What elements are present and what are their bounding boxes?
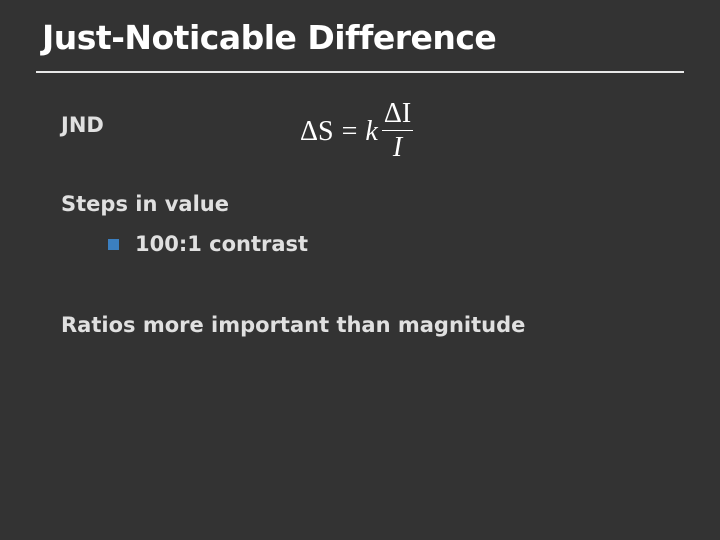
item-ratios: Ratios more important than magnitude [61,313,526,337]
jnd-equation: ΔS = k ΔI I [300,98,414,165]
equation-k: k [365,115,378,147]
slide-title: Just-Noticable Difference [42,18,497,57]
equation-lhs: ΔS [300,115,334,147]
equation-denominator: I [392,132,403,163]
item-jnd: JND [61,113,104,137]
title-divider [36,71,684,73]
equation-fraction: ΔI I [381,98,414,165]
square-bullet-icon [108,239,119,250]
item-contrast: 100:1 contrast [135,232,309,256]
equation-numerator: ΔI [381,98,414,131]
equation-equals: = [341,115,358,147]
item-steps-in-value: Steps in value [61,192,229,216]
